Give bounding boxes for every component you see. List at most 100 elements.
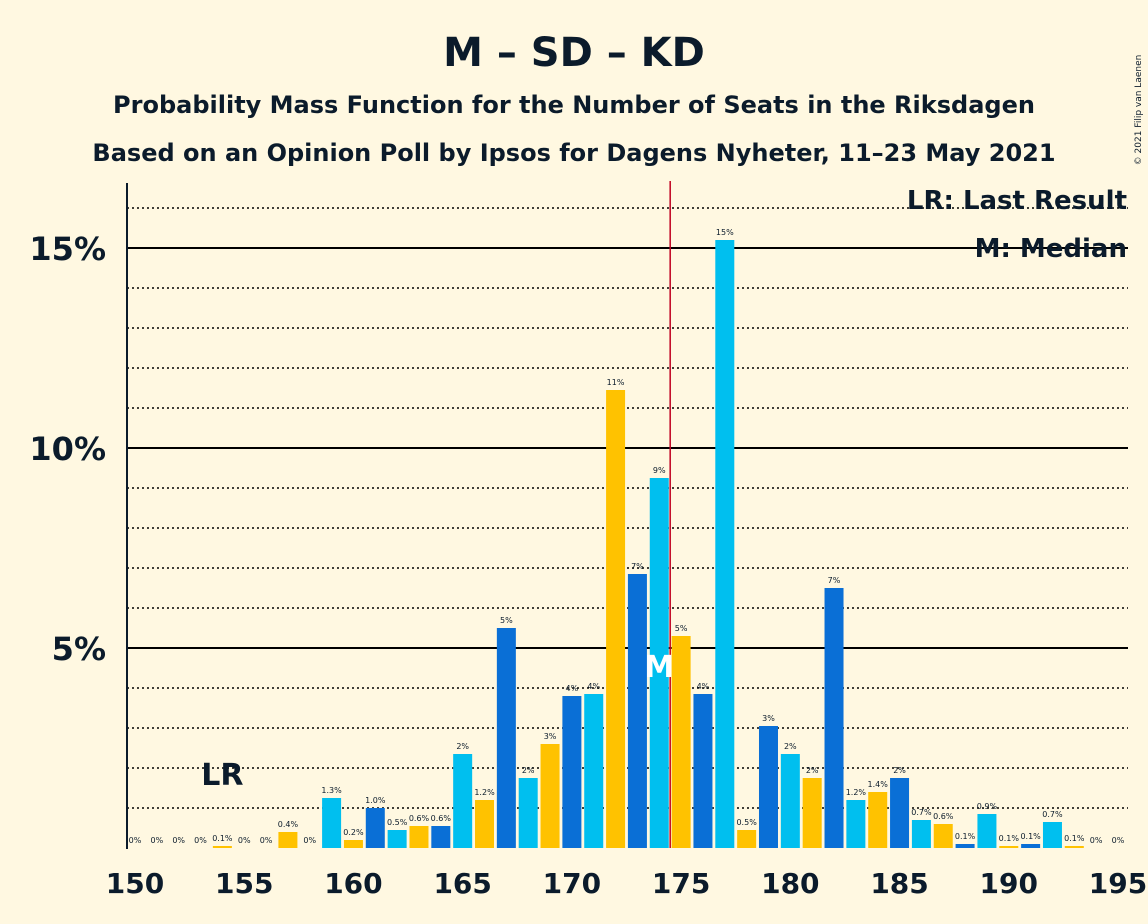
bar-seat-185 [890,778,910,848]
x-tick-185: 185 [870,867,928,900]
bar-seat-167 [496,628,516,848]
data-label-seat-170: 4% [566,684,579,693]
data-label-seat-165: 2% [456,742,469,751]
bar-seat-181 [802,778,822,848]
bar-seat-178 [737,830,757,848]
x-tick-175: 175 [652,867,710,900]
bar-seat-179 [758,726,778,848]
data-label-seat-190: 0.1% [999,834,1020,843]
data-label-seat-191: 0.1% [1020,832,1041,841]
chart-title: M – SD – KD [443,30,705,76]
data-label-seat-150: 0% [129,836,142,845]
data-label-seat-160: 0.2% [343,828,364,837]
data-label-seat-184: 1.4% [868,780,889,789]
data-label-seat-192: 0.7% [1042,810,1063,819]
bar-seat-184 [868,792,888,848]
bar-seat-182 [824,588,844,848]
bar-seat-169 [540,744,560,848]
x-tick-155: 155 [215,867,273,900]
chart-subtitle: Probability Mass Function for the Number… [113,91,1035,119]
markers: LR M [201,181,674,848]
data-label-seat-164: 0.6% [431,814,452,823]
data-label-seat-183: 1.2% [846,788,867,797]
bar-seat-154 [212,846,232,848]
bar-seat-164 [431,826,451,848]
data-label-seat-167: 5% [500,616,513,625]
bar-seat-163 [409,826,429,848]
data-label-seat-172: 11% [607,378,625,387]
data-label-seat-187: 0.6% [933,812,954,821]
data-label-seat-163: 0.6% [409,814,430,823]
data-label-seat-162: 0.5% [387,818,408,827]
bar-seat-183 [846,800,866,848]
x-tick-165: 165 [433,867,491,900]
data-label-seat-153: 0% [194,836,207,845]
data-label-seat-180: 2% [784,742,797,751]
data-label-seat-189: 0.9% [977,802,998,811]
data-label-seat-169: 3% [544,732,557,741]
data-label-seat-194: 0% [1090,836,1103,845]
x-tick-labels: 150 155 160 165 170 175 180 185 190 195 [106,867,1147,900]
bar-seat-165 [453,754,473,848]
data-labels: 0% 0% 0% 0% 0.1% 0% 0%0.4%0%1.3%0.2%1.0%0.5% 0.… [129,228,1125,845]
bar-seat-188 [955,844,975,848]
bar-seat-170 [562,696,582,848]
bar-seat-191 [1021,844,1041,848]
data-label-seat-152: 0% [172,836,185,845]
x-tick-195: 195 [1089,867,1147,900]
data-label-seat-166: 1.2% [474,788,495,797]
bar-seat-166 [475,800,495,848]
last-result-marker: LR [201,758,243,793]
data-label-seat-151: 0% [150,836,163,845]
bar-seat-161 [365,808,385,848]
bar-seat-176 [693,694,713,848]
bar-seat-190 [999,846,1019,848]
x-tick-160: 160 [324,867,382,900]
data-label-seat-181: 2% [806,766,819,775]
x-tick-170: 170 [543,867,601,900]
y-tick-labels: 5% 10% 15% [29,230,106,668]
bar-seat-173 [627,574,647,848]
data-label-seat-156: 0% [260,836,273,845]
data-label-seat-177: 15% [716,228,734,237]
bar-seat-189 [977,814,997,848]
x-tick-180: 180 [761,867,819,900]
data-label-seat-158: 0% [303,836,316,845]
data-label-seat-182: 7% [828,576,841,585]
data-label-seat-176: 4% [697,682,710,691]
data-label-seat-154: 0.1% [212,834,233,843]
bar-seat-193 [1064,846,1084,848]
bar-seat-168 [518,778,538,848]
data-label-seat-159: 1.3% [321,786,342,795]
data-label-seat-186: 0.7% [911,808,932,817]
bar-seat-171 [584,694,604,848]
data-label-seat-178: 0.5% [736,818,757,827]
data-label-seat-193: 0.1% [1064,834,1085,843]
x-tick-190: 190 [980,867,1038,900]
copyright-notice: © 2021 Filip van Laenen [1134,55,1144,166]
data-label-seat-195: 0% [1112,836,1125,845]
data-label-seat-179: 3% [762,714,775,723]
y-tick-15: 15% [29,230,106,268]
data-label-seat-168: 2% [522,766,535,775]
data-label-seat-171: 4% [587,682,600,691]
median-marker: M [644,650,674,685]
bar-seat-160 [343,840,363,848]
y-tick-10: 10% [29,430,106,468]
legend-median: M: Median [975,234,1127,264]
data-label-seat-157: 0.4% [278,820,299,829]
bars [212,240,1084,848]
data-label-seat-175: 5% [675,624,688,633]
data-label-seat-161: 1.0% [365,796,386,805]
bar-seat-159 [322,798,342,848]
data-label-seat-173: 7% [631,562,644,571]
gridlines [127,207,1128,809]
y-tick-5: 5% [52,630,106,668]
bar-seat-192 [1042,822,1062,848]
bar-seat-180 [780,754,800,848]
data-label-seat-188: 0.1% [955,832,976,841]
bar-seat-172 [606,390,626,848]
data-label-seat-174: 9% [653,466,666,475]
bar-seat-186 [911,820,931,848]
